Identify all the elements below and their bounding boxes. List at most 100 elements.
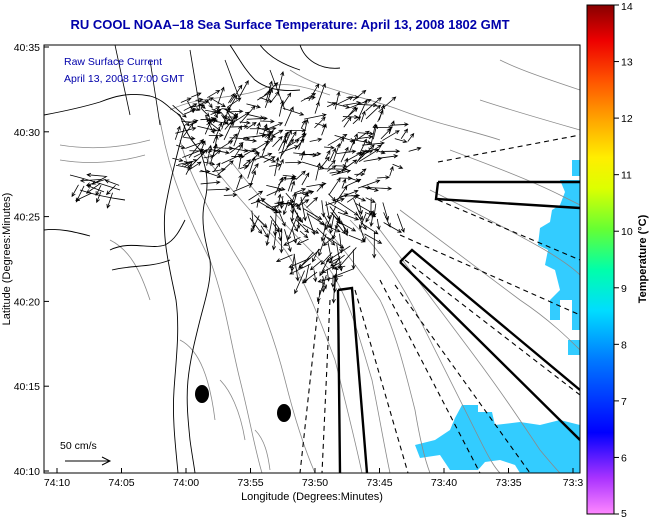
colorbar-tick-label: 6 <box>621 452 627 464</box>
current-vector <box>288 257 311 268</box>
current-vector <box>340 222 357 232</box>
y-axis-label: Latitude (Degrees:Minutes) <box>1 193 13 326</box>
current-vector <box>352 89 367 101</box>
current-vector <box>300 196 307 222</box>
current-vector <box>334 91 341 110</box>
current-vector <box>340 146 349 163</box>
annotation-line-1: Raw Surface Current <box>64 56 162 68</box>
current-vector <box>200 107 210 118</box>
colorbar-tick-label: 8 <box>621 339 627 351</box>
radar-boundaries <box>299 134 580 473</box>
current-vector <box>260 199 278 212</box>
scale-arrow <box>65 456 112 466</box>
current-vector <box>177 161 189 166</box>
current-vector <box>199 169 211 174</box>
current-vector <box>334 218 339 230</box>
current-vector <box>180 97 192 103</box>
current-vector <box>299 151 322 157</box>
current-vector <box>278 99 285 117</box>
current-vector <box>182 122 194 138</box>
current-vector <box>263 156 276 163</box>
current-vector <box>296 238 309 245</box>
current-vector <box>356 103 378 108</box>
current-vector <box>301 172 310 186</box>
current-vector <box>75 185 85 203</box>
current-vector <box>376 175 390 180</box>
current-vector <box>291 227 298 244</box>
current-vector <box>291 221 299 233</box>
current-vector <box>246 121 257 130</box>
radar-outlines <box>336 180 580 473</box>
current-vector <box>338 176 353 181</box>
current-vector <box>187 161 202 171</box>
current-vector <box>345 178 362 187</box>
current-vector <box>316 183 324 192</box>
current-vector <box>267 122 284 130</box>
current-vector <box>357 179 381 189</box>
current-vector <box>104 179 120 186</box>
current-vector <box>259 119 275 124</box>
current-vector <box>207 89 221 99</box>
current-vector <box>341 178 347 189</box>
y-tick-label: 40:30 <box>14 127 40 139</box>
current-vector <box>337 96 354 105</box>
y-tick-label: 40:25 <box>14 212 40 224</box>
current-vector <box>249 170 257 188</box>
current-vector <box>229 84 243 103</box>
current-vector <box>183 103 198 111</box>
current-vector <box>238 79 249 99</box>
current-vector <box>353 198 363 221</box>
current-vector <box>274 156 280 177</box>
current-vector <box>370 123 377 146</box>
current-vector <box>316 227 336 246</box>
current-vector <box>368 147 386 155</box>
current-vector <box>383 222 402 233</box>
current-vector <box>357 131 374 136</box>
current-vector <box>265 219 273 247</box>
current-vector <box>306 182 327 188</box>
current-vector <box>300 150 306 161</box>
current-vector <box>277 193 282 209</box>
current-vector <box>284 106 294 127</box>
current-vector <box>96 191 102 204</box>
current-vector <box>243 133 267 139</box>
current-vector <box>327 242 333 262</box>
current-vectors <box>71 45 422 304</box>
current-vector <box>330 211 344 226</box>
current-vector <box>176 144 186 150</box>
current-vector <box>213 111 218 119</box>
current-vector <box>332 268 354 278</box>
current-vector <box>215 120 229 125</box>
current-vector <box>328 177 341 195</box>
current-vector <box>256 126 273 134</box>
current-vector <box>365 104 382 120</box>
current-vector <box>324 149 331 160</box>
current-vector <box>300 93 317 102</box>
current-vector <box>320 252 333 265</box>
current-vector <box>285 160 303 165</box>
current-vector <box>105 184 116 196</box>
x-axis-ticks: 74:10 74:05 74:00 73:55 73:50 73:45 73:40 73:35… <box>44 468 583 489</box>
current-vector <box>355 135 374 140</box>
current-vector <box>301 271 318 284</box>
current-vector <box>189 49 201 111</box>
current-vector <box>293 188 307 194</box>
y-tick-label: 40:10 <box>14 466 40 478</box>
current-vector <box>242 159 252 167</box>
current-vector <box>320 221 327 242</box>
current-vector <box>324 167 348 172</box>
current-vector <box>328 193 337 202</box>
current-vector <box>106 192 113 209</box>
current-vector <box>274 176 284 196</box>
current-vector <box>331 169 352 176</box>
current-vector <box>259 132 277 139</box>
current-vector <box>217 160 234 176</box>
current-vector <box>86 172 108 178</box>
current-vector <box>257 91 273 101</box>
current-vector <box>359 213 367 230</box>
current-vector <box>337 211 360 221</box>
current-vector <box>314 116 326 129</box>
current-vector <box>327 133 348 146</box>
current-vector <box>313 270 318 283</box>
current-vector <box>329 169 342 175</box>
